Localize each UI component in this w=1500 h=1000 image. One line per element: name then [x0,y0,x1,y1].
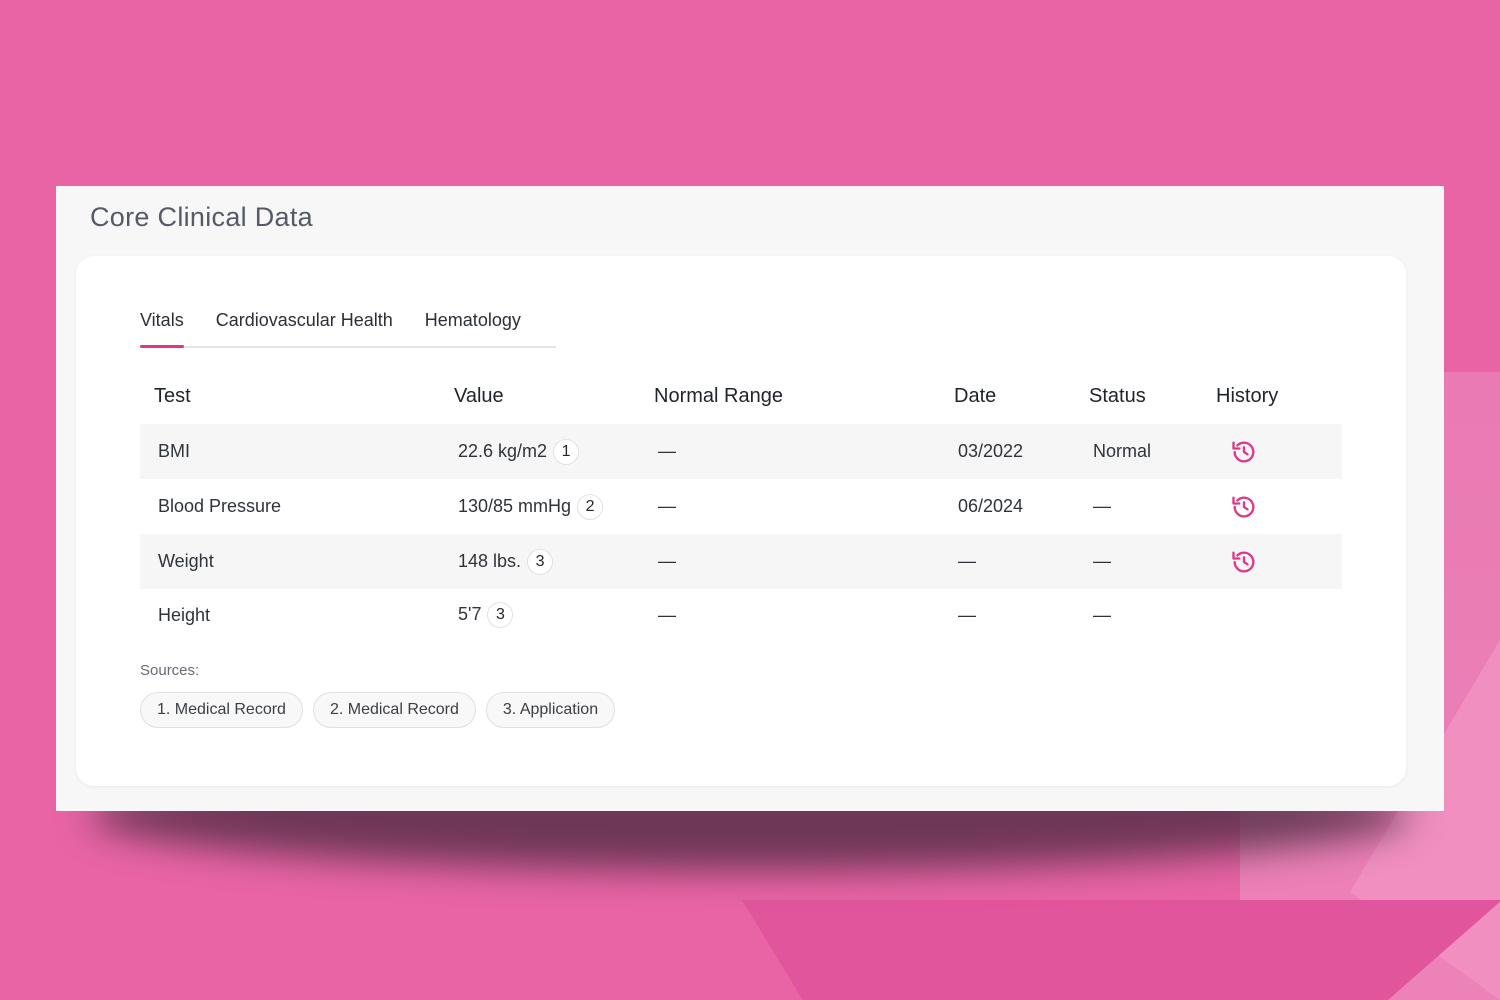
test-value: 130/85 mmHg [458,495,572,516]
history-icon[interactable] [1230,438,1258,466]
vitals-table: Test Value Normal Range Date Status Hist… [140,368,1342,641]
test-name: Blood Pressure [158,496,282,516]
test-value: 5'7 [458,603,482,624]
history-cell [1202,589,1342,641]
tab-hematology[interactable]: Hematology [424,310,521,330]
column-header-value: Value [454,384,504,407]
test-status: — [1093,551,1111,571]
history-cell [1202,479,1342,534]
history-cell [1202,424,1342,479]
column-header-history: History [1216,384,1279,407]
column-header-normal-range: Normal Range [654,384,783,407]
normal-range: — [658,496,676,516]
page-title: Core Clinical Data [90,202,313,232]
source-chip-1[interactable]: 1. Medical Record [140,692,303,728]
vitals-card: Vitals Cardiovascular Health Hematology … [76,256,1406,786]
tab-bar: Vitals Cardiovascular Health Hematology [140,308,556,348]
test-value-cell: 22.6 kg/m2 1 [440,424,640,479]
test-value: 148 lbs. [458,550,522,571]
test-status: — [1093,496,1111,516]
normal-range: — [658,604,676,625]
table-row: Height 5'7 3 — — — [140,589,1342,641]
test-value: 22.6 kg/m2 [458,440,548,461]
test-status: — [1093,604,1111,625]
source-badge[interactable]: 2 [577,493,604,520]
test-date: 03/2022 [958,441,1024,461]
test-date: — [958,551,976,571]
test-value-cell: 130/85 mmHg 2 [440,479,640,534]
test-name: Height [158,604,211,625]
test-value-cell: 5'7 3 [440,589,640,641]
tab-vitals[interactable]: Vitals [140,308,184,348]
table-row: Weight 148 lbs. 3 — — — [140,534,1342,589]
source-chip-2[interactable]: 2. Medical Record [312,692,476,728]
test-status: Normal [1093,441,1152,461]
history-cell [1202,534,1342,589]
test-value-cell: 148 lbs. 3 [440,534,640,589]
column-header-test: Test [154,384,191,407]
table-row: BMI 22.6 kg/m2 1 — 03/2022 Normal [140,424,1342,479]
sources-list: 1. Medical Record 2. Medical Record 3. A… [140,692,616,728]
table-row: Blood Pressure 130/85 mmHg 2 — 06/2024 — [140,479,1342,534]
core-clinical-data-panel: Core Clinical Data Vitals Cardiovascular… [56,186,1444,811]
source-badge[interactable]: 3 [487,602,514,628]
test-name: BMI [158,441,191,461]
source-badge[interactable]: 1 [553,438,580,465]
source-badge[interactable]: 3 [527,548,554,575]
sources-label: Sources: [140,662,200,679]
history-icon[interactable] [1230,548,1258,576]
normal-range: — [658,441,676,461]
test-name: Weight [158,551,214,571]
column-header-status: Status [1089,384,1146,407]
tab-cardiovascular-health[interactable]: Cardiovascular Health [215,310,393,330]
test-date: — [958,604,976,625]
column-header-date: Date [954,384,997,407]
normal-range: — [658,551,676,571]
history-icon[interactable] [1230,493,1258,521]
test-date: 06/2024 [958,496,1024,516]
background-shape [742,900,1500,1000]
table-header-row: Test Value Normal Range Date Status Hist… [140,368,1342,424]
source-chip-3[interactable]: 3. Application [485,692,616,728]
